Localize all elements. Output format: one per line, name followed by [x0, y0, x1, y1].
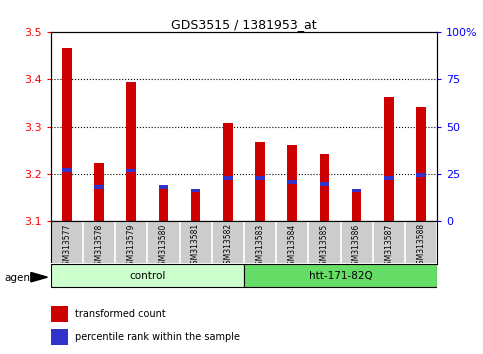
Bar: [352, 189, 361, 192]
Bar: [51, 329, 69, 345]
Bar: [62, 48, 71, 221]
Text: GSM313579: GSM313579: [127, 223, 136, 270]
Text: transformed count: transformed count: [75, 309, 166, 319]
Polygon shape: [31, 273, 47, 282]
Text: GSM313588: GSM313588: [416, 223, 426, 269]
Bar: [94, 164, 104, 221]
Text: GSM313582: GSM313582: [223, 223, 232, 269]
Bar: [384, 97, 394, 221]
Bar: [416, 173, 426, 177]
Bar: [287, 180, 297, 184]
Bar: [158, 187, 168, 221]
Text: GSM313587: GSM313587: [384, 223, 393, 270]
Text: agent: agent: [5, 273, 35, 283]
Bar: [223, 176, 233, 179]
Bar: [62, 168, 71, 172]
Title: GDS3515 / 1381953_at: GDS3515 / 1381953_at: [171, 18, 317, 31]
Bar: [320, 182, 329, 186]
Text: GSM313585: GSM313585: [320, 223, 329, 270]
Bar: [223, 123, 233, 221]
Text: GSM313583: GSM313583: [256, 223, 265, 270]
Bar: [255, 142, 265, 221]
Bar: [244, 264, 437, 287]
Text: GSM313580: GSM313580: [159, 223, 168, 270]
Text: GSM313581: GSM313581: [191, 223, 200, 269]
Bar: [352, 190, 361, 221]
Text: GSM313577: GSM313577: [62, 223, 71, 270]
Text: htt-171-82Q: htt-171-82Q: [309, 271, 372, 281]
Bar: [384, 176, 394, 180]
Bar: [94, 185, 104, 189]
Bar: [158, 185, 168, 189]
Bar: [416, 107, 426, 221]
Text: control: control: [129, 271, 166, 281]
Bar: [191, 190, 200, 221]
Bar: [51, 306, 69, 321]
Bar: [320, 154, 329, 221]
Bar: [51, 264, 244, 287]
Bar: [255, 176, 265, 180]
Text: GSM313584: GSM313584: [288, 223, 297, 270]
Bar: [127, 81, 136, 221]
Bar: [287, 144, 297, 221]
Text: percentile rank within the sample: percentile rank within the sample: [75, 332, 240, 342]
Text: GSM313578: GSM313578: [95, 223, 103, 270]
Bar: [191, 189, 200, 192]
Text: GSM313586: GSM313586: [352, 223, 361, 270]
Bar: [127, 169, 136, 172]
